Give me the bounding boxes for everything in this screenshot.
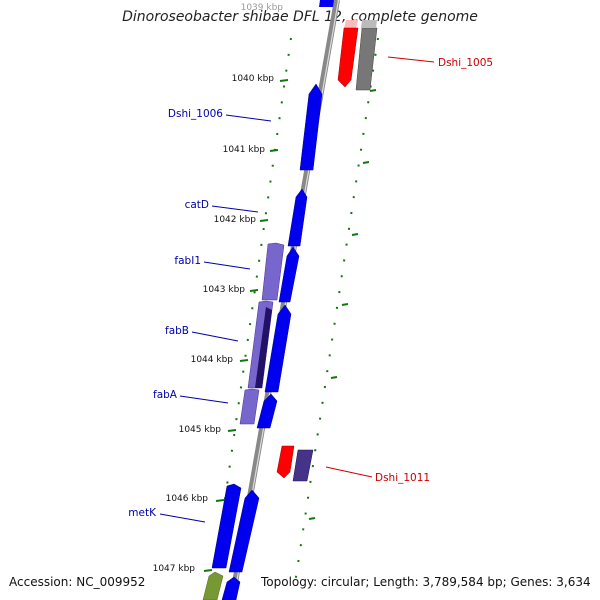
kbp-ticks bbox=[203, 79, 377, 572]
gene-dshi-1006-block bbox=[299, 83, 323, 171]
gene-label-fabB: fabB bbox=[165, 325, 189, 337]
kbp-tick bbox=[227, 429, 237, 432]
reverse-genes bbox=[276, 20, 378, 482]
kbp-tick bbox=[215, 499, 225, 502]
kbp-label: 1040 kbp bbox=[232, 74, 275, 84]
gene-fabA-block bbox=[256, 393, 278, 429]
connector-dshi-1006 bbox=[225, 114, 272, 122]
forward-genes bbox=[202, 0, 334, 600]
kbp-tick bbox=[249, 289, 259, 292]
kbp-tick bbox=[369, 89, 377, 92]
kbp-label: 1039 kbp bbox=[241, 3, 284, 13]
gene-bottom-olive bbox=[202, 571, 224, 600]
kbp-tick bbox=[279, 79, 289, 82]
gene-fabI1-light-block bbox=[261, 242, 285, 301]
kbp-tick bbox=[203, 569, 213, 572]
gene-label-catD: catD bbox=[185, 199, 209, 211]
gene-label-dshi-1005: Dshi_1005 bbox=[438, 57, 493, 69]
kbp-label: 1047 kbp bbox=[153, 564, 196, 574]
gene-label-fabA: fabA bbox=[153, 389, 178, 401]
accession-label: Accession: NC_009952 bbox=[9, 575, 146, 589]
gene-label-fabI1: fabI1 bbox=[174, 255, 201, 267]
gene-dshi-1005-red bbox=[337, 27, 359, 88]
gene-labels: Dshi_1005 Dshi_1006 catD fabI1 fabB fabA… bbox=[128, 57, 493, 519]
gene-dshi-1005-gray bbox=[355, 27, 378, 91]
kbp-label: 1043 kbp bbox=[203, 285, 246, 295]
kbp-tick bbox=[308, 517, 316, 520]
kbp-label: 1046 kbp bbox=[166, 494, 209, 504]
gene-label-dshi-1006: Dshi_1006 bbox=[168, 108, 223, 120]
connector-dshi-1011 bbox=[325, 466, 373, 478]
gene-label-dshi-1011: Dshi_1011 bbox=[375, 472, 430, 484]
gene-fabA-light-block bbox=[239, 388, 260, 425]
gene-metK-block-left bbox=[211, 483, 242, 569]
kbp-tick bbox=[341, 303, 349, 306]
connector-metK bbox=[159, 513, 206, 523]
kbp-tick bbox=[269, 149, 279, 152]
connector-fabA bbox=[179, 395, 229, 404]
gene-fabB-block bbox=[264, 304, 292, 393]
connector-dshi-1005 bbox=[387, 56, 435, 63]
gene-dshi-1005-lightgray bbox=[361, 20, 377, 28]
outer-tick-track bbox=[293, 37, 379, 591]
kbp-label: 1045 kbp bbox=[179, 425, 222, 435]
gene-dshi-1011-red bbox=[276, 445, 295, 479]
label-connectors bbox=[159, 56, 435, 523]
kbp-label: 1041 kbp bbox=[223, 145, 266, 155]
kbp-labels: 1039 kbp 1040 kbp 1041 kbp 1042 kbp 1043… bbox=[153, 3, 284, 574]
gene-catD-block bbox=[287, 188, 308, 247]
gene-metK-block-right bbox=[228, 489, 260, 573]
gene-dshi-1011-dark bbox=[292, 449, 314, 482]
connector-catD bbox=[211, 205, 259, 213]
kbp-tick bbox=[351, 233, 359, 236]
genome-title: Dinoroseobacter shibae DFL 12, complete … bbox=[122, 9, 478, 25]
genome-stats-label: Topology: circular; Length: 3,789,584 bp… bbox=[261, 575, 591, 589]
gene-label-metK: metK bbox=[128, 507, 157, 519]
kbp-tick bbox=[259, 219, 269, 222]
kbp-tick bbox=[239, 359, 249, 362]
gene-top-partial bbox=[319, 0, 334, 7]
gene-bottom-blue bbox=[221, 576, 241, 600]
gene-fabB-dark-block bbox=[255, 307, 272, 388]
kbp-tick bbox=[330, 376, 338, 379]
kbp-label: 1044 kbp bbox=[191, 355, 234, 365]
kbp-label: 1042 kbp bbox=[214, 215, 257, 225]
connector-fabB bbox=[191, 331, 239, 342]
kbp-tick bbox=[362, 161, 370, 164]
gene-dshi-1005-pink bbox=[344, 20, 358, 28]
gene-fabI1-block bbox=[278, 246, 300, 303]
connector-fabI1 bbox=[203, 261, 251, 270]
